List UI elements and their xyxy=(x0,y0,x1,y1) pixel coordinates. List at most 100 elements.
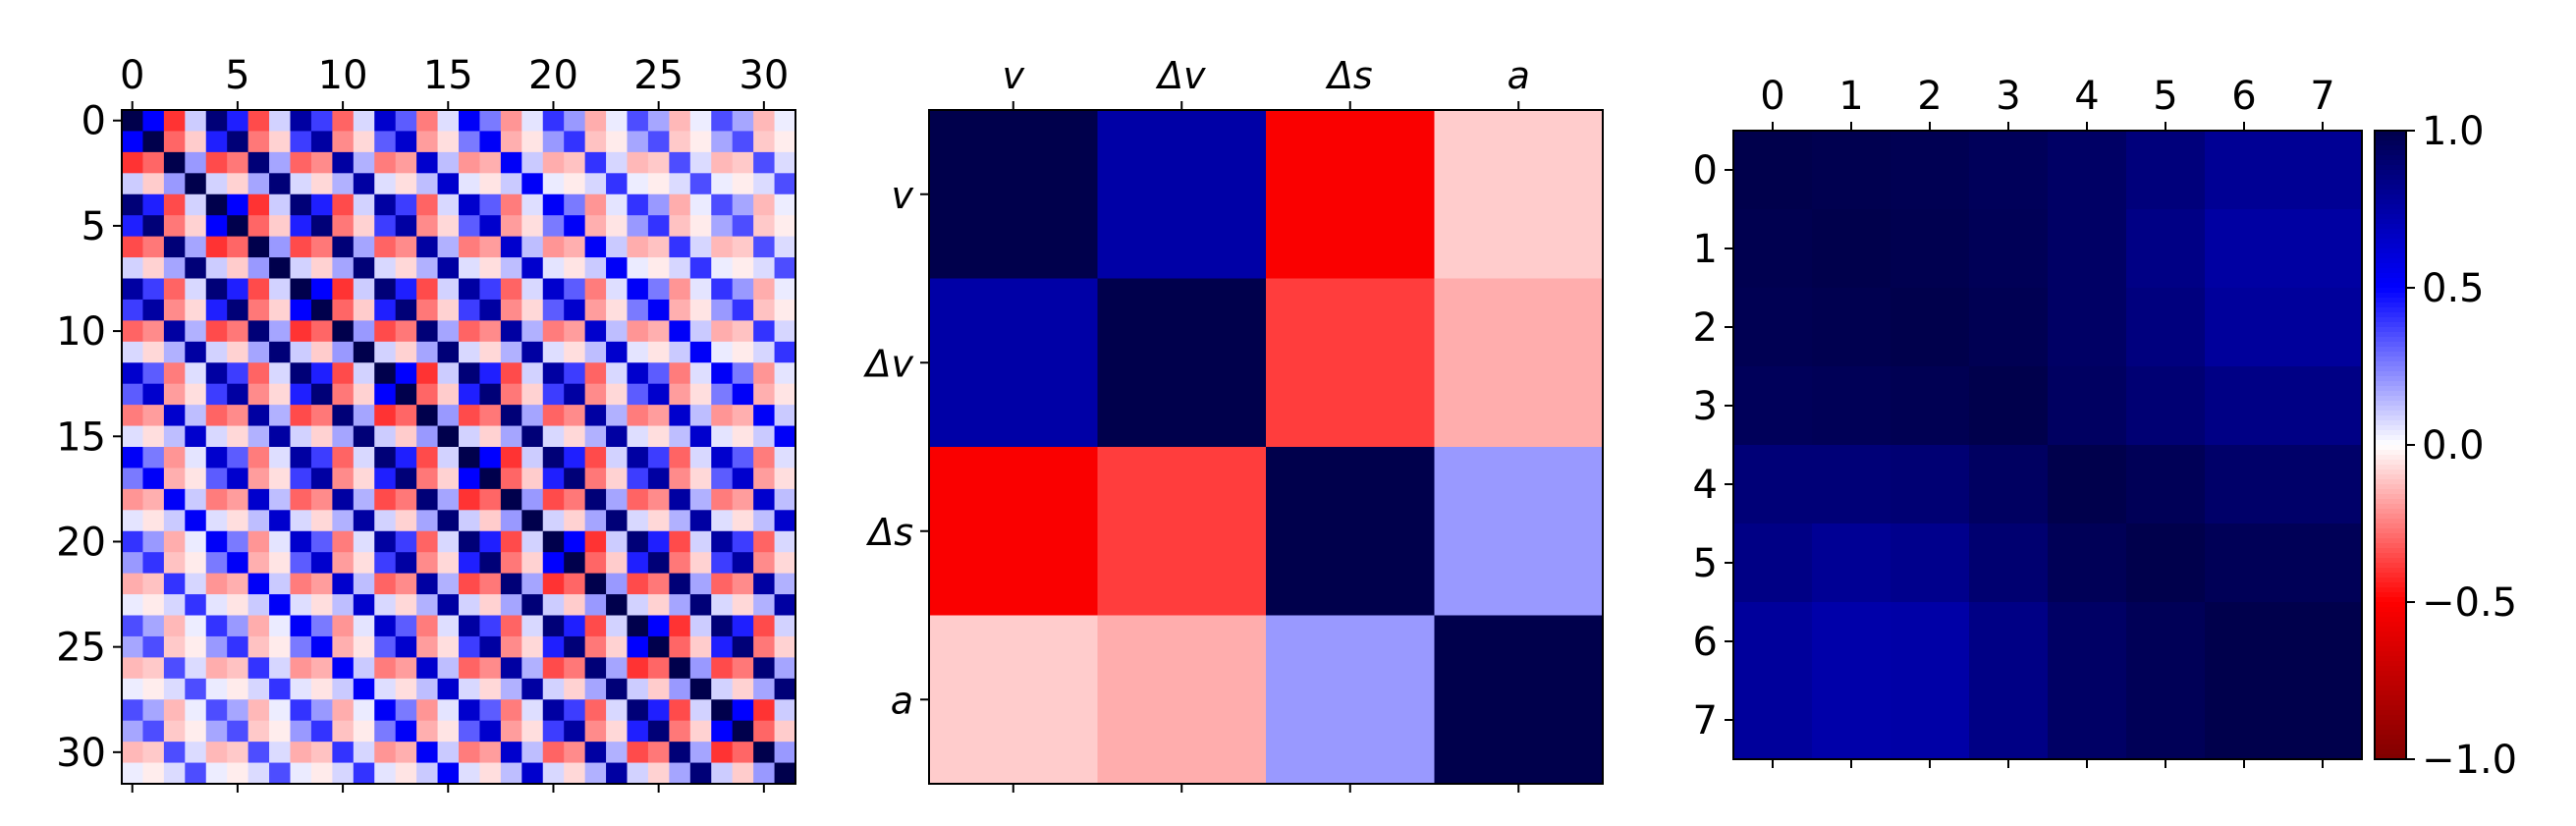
heatmap-cell xyxy=(395,236,417,258)
y-tick-label: 15 xyxy=(56,414,106,460)
heatmap-cell xyxy=(732,362,754,385)
x-tick-label: 5 xyxy=(225,53,249,98)
heatmap-cell xyxy=(647,383,670,406)
heatmap-cell xyxy=(332,552,355,575)
heatmap-cell xyxy=(185,552,207,575)
colorbar-segment xyxy=(2375,293,2406,299)
heatmap-cell xyxy=(500,657,522,680)
heatmap-cell xyxy=(332,594,355,617)
heatmap-cell xyxy=(142,594,165,617)
heatmap-cell xyxy=(310,615,333,637)
heatmap-cell xyxy=(606,720,629,743)
heatmap-cell xyxy=(669,236,691,258)
heatmap-cell xyxy=(606,762,629,785)
heatmap-cell xyxy=(374,215,397,238)
heatmap-cell xyxy=(542,151,565,174)
heatmap-cell xyxy=(627,510,649,532)
heatmap-cell xyxy=(1969,131,2049,210)
colorbar-segment xyxy=(2375,253,2406,259)
heatmap-cell xyxy=(269,383,292,406)
heatmap-cell xyxy=(669,193,691,216)
heatmap-cell xyxy=(689,468,712,490)
heatmap-cell xyxy=(542,320,565,343)
colorbar-segment xyxy=(2375,425,2406,431)
heatmap-cell xyxy=(584,615,607,637)
x-tick-label: v xyxy=(1003,54,1025,97)
heatmap-cell xyxy=(353,615,375,637)
heatmap-cell xyxy=(163,657,186,680)
heatmap-cell xyxy=(732,299,754,321)
colorbar-segment xyxy=(2375,504,2406,510)
heatmap-cell xyxy=(500,341,522,363)
heatmap-cell xyxy=(1812,366,1891,446)
colorbar-segment xyxy=(2375,661,2406,667)
heatmap-cell xyxy=(142,530,165,553)
heatmap-cell xyxy=(542,341,565,363)
heatmap-cell xyxy=(753,657,776,680)
heatmap-cell xyxy=(689,215,712,238)
heatmap-cell xyxy=(205,678,228,700)
heatmap-cell xyxy=(606,110,629,133)
heatmap-cell xyxy=(374,762,397,785)
heatmap-cell xyxy=(122,657,144,680)
heatmap-cell xyxy=(1266,447,1436,617)
heatmap-cell xyxy=(564,425,586,448)
heatmap-cell xyxy=(564,678,586,700)
heatmap-cell xyxy=(627,530,649,553)
colorbar-segment xyxy=(2375,224,2406,230)
heatmap-cell xyxy=(459,552,481,575)
heatmap-cell xyxy=(437,383,460,406)
heatmap-cell xyxy=(564,762,586,785)
y-tick-label: 0 xyxy=(1693,148,1718,193)
heatmap-cell xyxy=(711,173,734,195)
heatmap-cell xyxy=(205,552,228,575)
heatmap-cell xyxy=(290,257,312,280)
heatmap-cell xyxy=(542,405,565,427)
heatmap-cell xyxy=(521,657,544,680)
x-tick-label: 3 xyxy=(1996,74,2020,119)
heatmap-cell xyxy=(647,151,670,174)
heatmap-cell xyxy=(2283,602,2363,682)
heatmap-cell xyxy=(1891,681,1970,760)
heatmap-cell xyxy=(521,488,544,511)
heatmap-cell xyxy=(290,173,312,195)
heatmap-cell xyxy=(606,657,629,680)
colorbar-segment xyxy=(2375,411,2406,416)
heatmap-cell xyxy=(606,362,629,385)
heatmap-cell xyxy=(2048,681,2127,760)
colorbar-segment xyxy=(2375,666,2406,672)
heatmap-cell xyxy=(247,678,270,700)
colorbar-segment xyxy=(2375,553,2406,559)
heatmap-cell xyxy=(269,678,292,700)
heatmap-cell xyxy=(459,110,481,133)
heatmap-cell xyxy=(479,257,502,280)
heatmap-cell xyxy=(163,510,186,532)
heatmap-cell xyxy=(627,173,649,195)
heatmap-cell xyxy=(185,278,207,301)
heatmap-cell xyxy=(459,699,481,722)
y-tick-label: 6 xyxy=(1693,620,1718,665)
heatmap-cell xyxy=(732,573,754,595)
heatmap-cell xyxy=(521,405,544,427)
heatmap-cell xyxy=(521,173,544,195)
heatmap-cell xyxy=(521,151,544,174)
heatmap-cell xyxy=(459,762,481,785)
heatmap-cell xyxy=(310,110,333,133)
colorbar-segment xyxy=(2375,455,2406,461)
heatmap-cell xyxy=(1733,209,1813,289)
heatmap-cell xyxy=(500,215,522,238)
heatmap-cell xyxy=(290,131,312,153)
heatmap-cell xyxy=(1266,110,1436,280)
heatmap-cell xyxy=(627,635,649,658)
heatmap-cell xyxy=(247,173,270,195)
heatmap-cell xyxy=(459,615,481,637)
heatmap-cell xyxy=(247,720,270,743)
heatmap-cell xyxy=(247,530,270,553)
colorbar-segment xyxy=(2375,730,2406,736)
heatmap-cell xyxy=(2205,523,2284,603)
heatmap-cell xyxy=(689,173,712,195)
heatmap-cell xyxy=(606,299,629,321)
heatmap-cell xyxy=(2283,209,2363,289)
heatmap-cell xyxy=(542,383,565,406)
heatmap-cell xyxy=(205,257,228,280)
